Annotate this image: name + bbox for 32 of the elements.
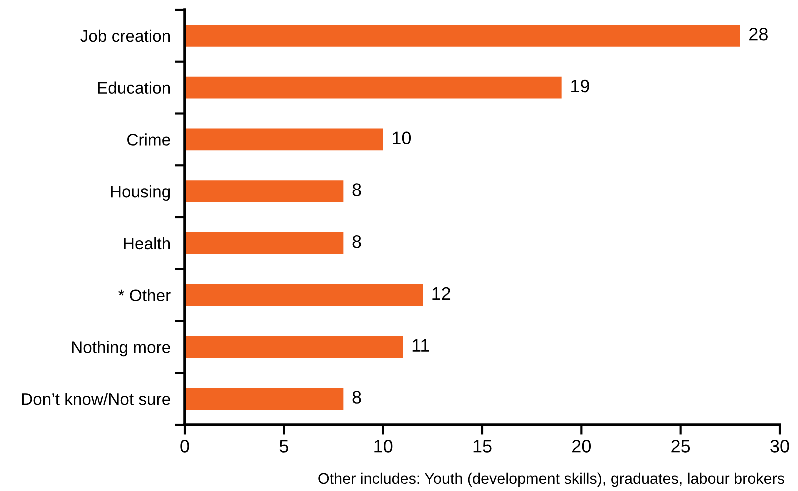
bar (185, 76, 562, 99)
data-label: 8 (352, 236, 362, 248)
bar (185, 388, 344, 410)
x-tick-label: 15 (474, 440, 492, 453)
data-label: 8 (352, 391, 362, 404)
y-tick-label: * Other (118, 289, 171, 302)
y-tick-label: Job creation (80, 30, 170, 42)
bar (185, 284, 423, 306)
text: Other includes: Youth (development skills), graduates, labour brokers (318, 472, 784, 488)
x-tick-label: 25 (672, 440, 690, 453)
data-label: 10 (393, 132, 412, 145)
y-tick-label: Housing (111, 186, 170, 202)
y-tick-label: Crime (128, 134, 170, 146)
y-tick-label: Health (124, 237, 170, 250)
y-tick-label: Don’t know/Not sure (22, 393, 170, 406)
x-tick-label: 10 (374, 440, 393, 453)
bar (185, 128, 384, 151)
y-tick-label: Education (98, 82, 170, 94)
x-tick-label: 30 (770, 440, 790, 453)
data-label: 11 (412, 339, 430, 352)
y-tick-label: Nothing more (72, 341, 170, 357)
data-label: 12 (432, 287, 451, 300)
x-tick-label: 0 (180, 440, 190, 453)
x-tick-label: 20 (572, 440, 592, 453)
bar (185, 180, 344, 202)
data-label: 28 (750, 28, 768, 41)
bar (185, 232, 344, 254)
data-label: 8 (352, 184, 362, 196)
bar (185, 336, 404, 358)
data-label: 19 (572, 80, 590, 93)
bar (185, 25, 740, 47)
x-tick-label: 5 (280, 440, 288, 453)
